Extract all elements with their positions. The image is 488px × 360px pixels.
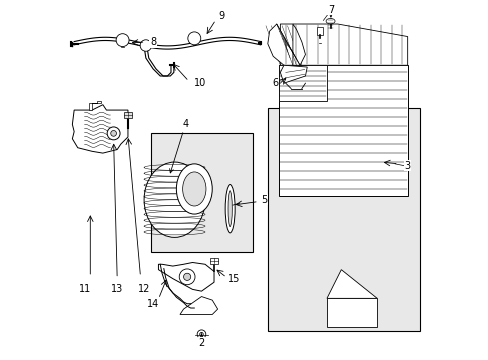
Text: 12: 12 — [138, 284, 150, 294]
Text: 3: 3 — [404, 161, 410, 171]
Polygon shape — [278, 65, 326, 101]
Text: 13: 13 — [111, 284, 123, 294]
Polygon shape — [280, 24, 407, 65]
Circle shape — [140, 40, 151, 51]
Text: 4: 4 — [169, 120, 188, 173]
Circle shape — [187, 32, 201, 45]
Bar — [151, 134, 253, 252]
Text: 15: 15 — [227, 274, 240, 284]
Text: 9: 9 — [218, 11, 224, 21]
Circle shape — [179, 269, 195, 285]
Circle shape — [197, 330, 205, 338]
Text: 1: 1 — [325, 5, 331, 15]
Bar — [267, 108, 419, 330]
Text: 5: 5 — [261, 195, 267, 205]
Circle shape — [199, 332, 203, 336]
Circle shape — [110, 131, 116, 136]
Text: 6: 6 — [272, 78, 278, 88]
Polygon shape — [326, 270, 376, 298]
Polygon shape — [72, 105, 128, 153]
Bar — [278, 65, 407, 196]
Ellipse shape — [224, 184, 235, 233]
Bar — [316, 27, 322, 35]
Polygon shape — [267, 24, 305, 65]
Ellipse shape — [325, 18, 334, 24]
Ellipse shape — [144, 162, 204, 237]
Text: 14: 14 — [146, 299, 159, 309]
Circle shape — [107, 127, 120, 140]
Bar — [209, 258, 218, 264]
Text: 10: 10 — [193, 78, 205, 88]
Text: 7: 7 — [327, 5, 334, 15]
Polygon shape — [158, 262, 214, 291]
Bar — [123, 112, 132, 118]
Text: 11: 11 — [79, 284, 91, 294]
Ellipse shape — [176, 164, 212, 214]
Polygon shape — [326, 298, 376, 327]
Polygon shape — [88, 101, 101, 110]
Polygon shape — [180, 297, 217, 315]
Circle shape — [116, 34, 129, 46]
Polygon shape — [280, 65, 306, 83]
Circle shape — [183, 273, 190, 280]
Ellipse shape — [227, 191, 232, 226]
Ellipse shape — [182, 172, 205, 206]
Text: 8: 8 — [150, 37, 156, 47]
Text: 2: 2 — [198, 338, 204, 348]
